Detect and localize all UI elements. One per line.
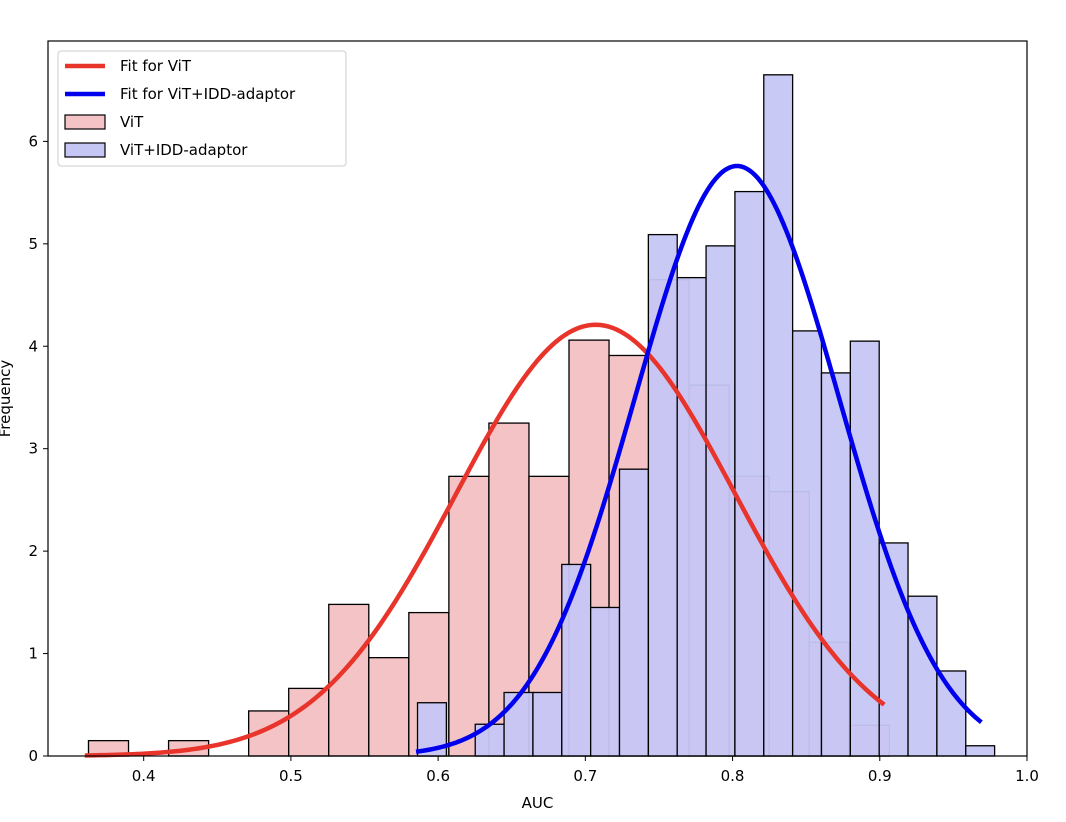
histogram-bar	[734, 190, 765, 757]
histogram-bar	[368, 657, 410, 757]
x-axis-label: AUC	[522, 794, 554, 812]
histogram-bar	[618, 468, 650, 757]
histogram-bar	[820, 372, 851, 757]
histogram-bar	[288, 687, 330, 757]
histogram-bar	[448, 475, 490, 757]
histogram-bar	[965, 745, 996, 757]
histogram-bar	[849, 340, 880, 757]
histogram-bar	[763, 74, 794, 757]
histogram-bar	[589, 606, 621, 757]
legend-label: Fit for ViT+IDD-adaptor	[120, 85, 296, 103]
histogram-bar	[532, 691, 563, 757]
legend-box	[57, 50, 347, 167]
histogram-bar	[647, 233, 678, 757]
y-tick-label: 2	[28, 542, 38, 560]
x-tick-label: 0.7	[573, 767, 597, 785]
x-tick-label: 0.8	[721, 767, 745, 785]
legend-label: ViT	[120, 113, 144, 131]
y-tick-label: 3	[28, 440, 38, 458]
y-axis-ticks: 0 1 2 3 4 5 6	[28, 132, 48, 765]
histogram-bar	[503, 691, 534, 757]
histogram-bar	[676, 276, 707, 757]
fit-curves	[84, 163, 983, 758]
legend: Fit for ViT Fit for ViT+IDD-adaptor ViT ViT…	[57, 50, 347, 167]
y-tick-label: 1	[28, 645, 38, 663]
histogram-bar	[705, 245, 736, 757]
x-axis-ticks: 0.4 0.5 0.6 0.7 0.8 0.9 1.0	[132, 756, 1039, 785]
legend-label: Fit for ViT	[120, 57, 192, 75]
plot-frame	[47, 40, 1028, 757]
legend-swatch	[64, 142, 106, 158]
x-tick-label: 0.9	[868, 767, 892, 785]
y-axis-label: Frequency	[0, 360, 14, 438]
legend-swatch	[64, 114, 106, 130]
y-tick-label: 6	[28, 132, 38, 150]
x-tick-label: 0.6	[426, 767, 450, 785]
fit-curve	[84, 322, 886, 758]
y-tick-label: 4	[28, 337, 38, 355]
x-tick-label: 0.4	[132, 767, 156, 785]
y-tick-label: 0	[28, 747, 38, 765]
histogram-bar	[791, 330, 823, 757]
legend-label: ViT+IDD-adaptor	[120, 141, 248, 159]
fit-curve	[415, 163, 983, 754]
y-tick-label: 5	[28, 235, 38, 253]
histogram-bar	[561, 563, 592, 757]
x-tick-label: 1.0	[1015, 767, 1039, 785]
x-tick-label: 0.5	[279, 767, 303, 785]
histogram-bar	[936, 670, 967, 757]
